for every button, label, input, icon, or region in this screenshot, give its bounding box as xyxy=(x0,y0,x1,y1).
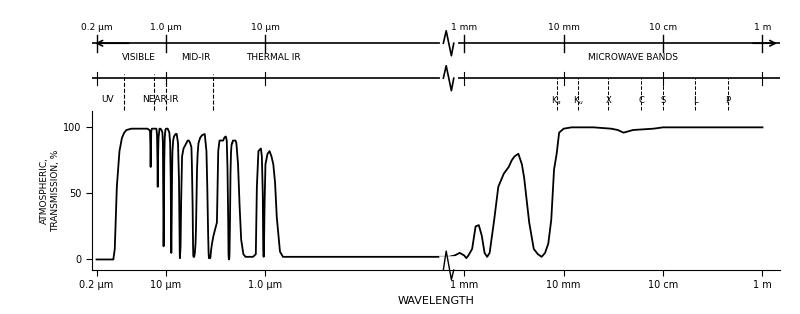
Text: 0.2 μm: 0.2 μm xyxy=(81,23,112,32)
Text: MID-IR: MID-IR xyxy=(182,53,210,62)
Text: 1 m: 1 m xyxy=(754,23,771,32)
X-axis label: WAVELENGTH: WAVELENGTH xyxy=(398,296,474,306)
Text: S: S xyxy=(661,96,666,105)
Text: K$_u$: K$_u$ xyxy=(573,95,584,107)
Text: 10 μm: 10 μm xyxy=(251,23,280,32)
Text: THERMAL IR: THERMAL IR xyxy=(246,53,301,62)
Text: NEAR-IR: NEAR-IR xyxy=(142,95,178,104)
Text: 10 mm: 10 mm xyxy=(548,23,580,32)
Text: MICROWAVE BANDS: MICROWAVE BANDS xyxy=(588,53,678,62)
Text: L: L xyxy=(693,96,698,105)
Text: 1 mm: 1 mm xyxy=(451,23,478,32)
Text: 1.0 μm: 1.0 μm xyxy=(150,23,182,32)
Text: VISIBLE: VISIBLE xyxy=(122,53,155,62)
Text: C: C xyxy=(638,96,644,105)
Text: 10 cm: 10 cm xyxy=(649,23,677,32)
Text: X: X xyxy=(606,96,611,105)
Text: K$_a$: K$_a$ xyxy=(551,95,562,107)
Text: UV: UV xyxy=(102,95,114,104)
Text: P: P xyxy=(726,96,730,105)
Y-axis label: ATMOSPHERIC,
TRANSMISSION, %: ATMOSPHERIC, TRANSMISSION, % xyxy=(40,149,61,232)
